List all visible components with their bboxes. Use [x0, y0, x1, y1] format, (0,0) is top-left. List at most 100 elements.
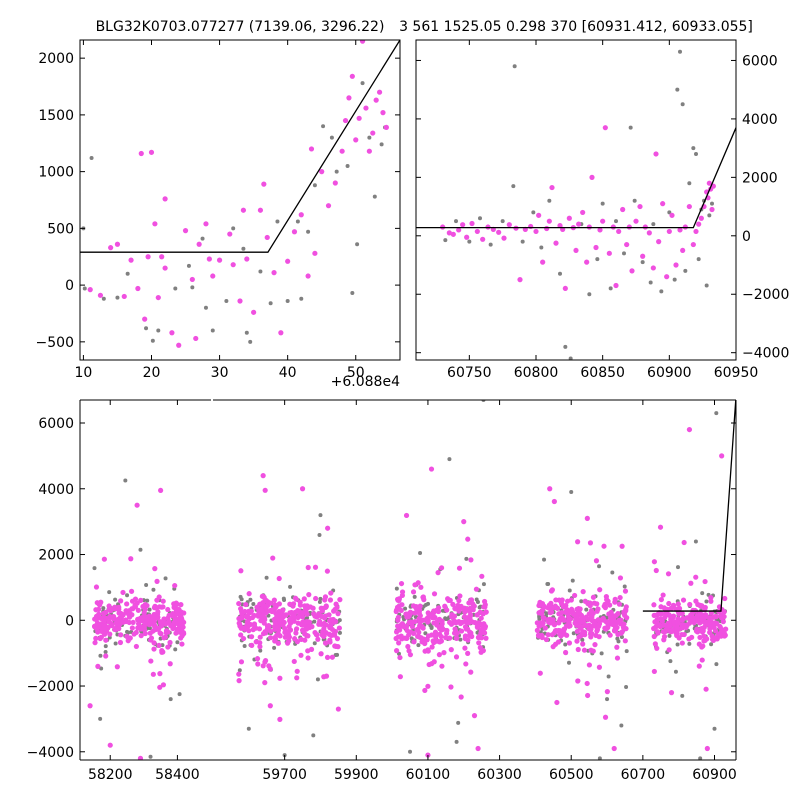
magenta-data-point: [574, 638, 580, 644]
magenta-data-point: [304, 603, 310, 609]
magenta-data-point: [87, 287, 93, 293]
gray-data-point: [285, 298, 290, 303]
magenta-data-point: [292, 636, 298, 642]
magenta-data-point: [637, 203, 643, 210]
magenta-data-point: [298, 613, 304, 619]
magenta-data-point: [703, 686, 709, 692]
magenta-data-point: [435, 570, 441, 576]
magenta-data-point: [584, 680, 590, 687]
magenta-data-point: [162, 196, 168, 202]
gray-data-point: [619, 635, 624, 640]
y-tick-label: 4000: [38, 482, 74, 498]
magenta-data-point: [559, 609, 565, 616]
gray-data-point: [444, 617, 449, 622]
magenta-data-point: [580, 589, 586, 595]
magenta-data-point: [278, 330, 284, 336]
magenta-data-point: [450, 231, 456, 237]
magenta-data-point: [483, 609, 489, 615]
magenta-data-point: [294, 675, 300, 681]
magenta-data-point: [723, 626, 729, 632]
magenta-data-point: [146, 613, 152, 619]
magenta-data-point: [584, 515, 590, 521]
magenta-data-point: [557, 616, 563, 622]
magenta-data-point: [563, 602, 569, 609]
magenta-data-point: [156, 604, 163, 610]
gray-data-point: [683, 268, 688, 273]
gray-data-point: [659, 289, 664, 294]
gray-data-point: [531, 210, 536, 215]
magenta-data-point: [313, 595, 319, 602]
magenta-data-point: [279, 608, 285, 614]
magenta-data-point: [329, 654, 335, 660]
gray-data-point: [144, 583, 149, 588]
magenta-data-point: [684, 615, 690, 621]
magenta-data-point: [155, 294, 161, 301]
magenta-data-point: [587, 600, 593, 606]
magenta-data-point: [349, 73, 355, 79]
magenta-data-point: [157, 671, 163, 677]
magenta-data-point: [251, 621, 258, 627]
gray-data-point: [268, 301, 273, 306]
magenta-data-point: [398, 607, 404, 614]
gray-data-point: [412, 594, 417, 599]
magenta-data-point: [317, 618, 323, 624]
magenta-data-point: [279, 613, 286, 619]
magenta-data-point: [549, 184, 555, 191]
magenta-data-point: [319, 169, 325, 175]
magenta-data-point: [673, 629, 679, 636]
x-tick-label: 58400: [155, 767, 200, 783]
magenta-data-point: [244, 613, 251, 619]
magenta-data-point: [420, 617, 426, 623]
magenta-data-point: [658, 596, 664, 603]
magenta-data-point: [138, 597, 144, 603]
magenta-data-point: [281, 619, 287, 626]
y-tick-label: 500: [47, 221, 74, 237]
gray-data-point: [151, 587, 156, 592]
gray-data-point: [251, 601, 256, 606]
magenta-data-point: [612, 596, 618, 602]
magenta-data-point: [720, 619, 726, 625]
gray-data-point: [500, 219, 505, 224]
magenta-data-point: [651, 633, 657, 640]
magenta-data-point: [477, 621, 483, 627]
gray-data-point: [89, 156, 94, 161]
magenta-data-point: [473, 586, 480, 592]
magenta-data-point: [465, 637, 471, 643]
gray-data-point: [107, 590, 112, 595]
magenta-data-point: [614, 644, 620, 650]
magenta-data-point: [307, 624, 313, 631]
gray-data-point: [113, 597, 118, 602]
gray-data-point: [568, 356, 573, 360]
magenta-data-point: [607, 602, 613, 608]
gray-data-point: [337, 630, 342, 635]
magenta-data-point: [366, 148, 372, 154]
magenta-data-point: [457, 593, 463, 599]
magenta-data-point: [544, 225, 550, 232]
magenta-data-point: [651, 602, 657, 608]
magenta-data-point: [591, 622, 597, 628]
gray-data-point: [511, 184, 516, 189]
magenta-data-point: [458, 694, 464, 700]
magenta-data-point: [130, 619, 136, 626]
y-tick-label: −500: [36, 335, 74, 351]
gray-data-point: [355, 242, 360, 247]
magenta-data-point: [398, 580, 405, 587]
magenta-data-point: [129, 606, 135, 612]
magenta-data-point: [161, 616, 167, 622]
magenta-data-point: [673, 262, 679, 268]
magenta-data-point: [535, 632, 542, 638]
gray-data-point: [98, 653, 103, 658]
gray-data-point: [632, 198, 637, 203]
magenta-data-point: [654, 629, 661, 635]
magenta-data-point: [421, 597, 427, 603]
magenta-data-point: [325, 525, 331, 531]
magenta-data-point: [426, 661, 432, 668]
y-tick-label: 2000: [38, 548, 74, 564]
magenta-data-point: [253, 639, 259, 645]
magenta-data-point: [622, 638, 628, 644]
magenta-data-point: [398, 633, 404, 639]
magenta-data-point: [657, 616, 664, 622]
x-tick-label: 60750: [447, 365, 492, 381]
gray-data-point: [125, 629, 130, 634]
magenta-data-point: [680, 615, 686, 622]
